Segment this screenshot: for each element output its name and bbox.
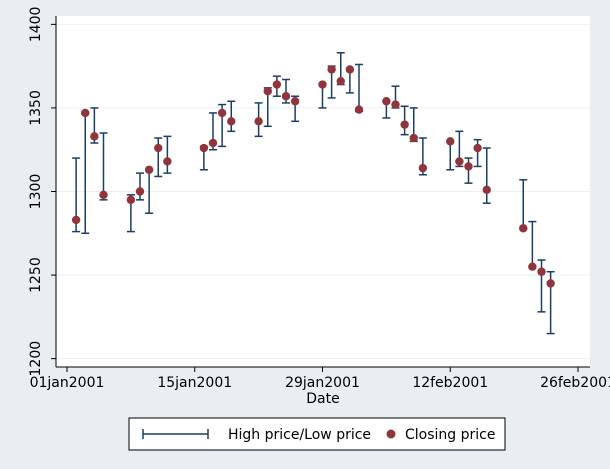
closing-point [208,138,218,148]
x-tick-label: 01jan2001 [30,375,105,391]
closing-point [163,157,172,166]
closing-point [71,215,81,225]
closing-point [473,143,482,153]
legend-label-range: High price/Low price [228,427,371,443]
range-cap [99,132,108,201]
axes: 1200 1250 1300 1350 1400 01jan2001 15jan2001 29… [28,7,610,391]
closing-point [482,185,491,195]
closing-point [537,267,546,276]
closing-point [464,162,473,171]
closing-point [263,87,272,96]
y-tick-label: 1400 [28,7,44,43]
y-tick-label: 1350 [28,90,44,126]
closing-point [418,163,428,173]
closing-point [99,190,108,200]
closing-point [90,132,99,141]
closing-point [528,262,537,271]
closing-point [199,143,209,153]
closing-point [409,133,418,143]
closing-point [281,92,291,101]
legend: High price/Low price Closing price [128,417,506,451]
closing-point [217,108,227,118]
x-tick-label: 15jan2001 [157,375,232,391]
x-axis-title: Date [306,391,339,407]
closing-point [382,97,391,106]
range-cap [163,135,172,174]
closing-point [81,108,90,118]
closing-point [345,65,355,74]
closing-point [391,100,400,109]
closing-point [400,120,409,129]
grid-lines [56,23,590,360]
legend-label-close: Closing price [405,427,495,443]
closing-point [455,157,464,166]
closing-point [227,117,236,126]
legend-range-symbol [142,429,209,439]
legend-close-symbol [386,429,396,439]
closing-point [126,195,136,205]
closing-point [135,187,145,196]
y-tick-label: 1250 [28,257,44,293]
x-tick-label: 29jan2001 [285,375,360,391]
closing-point [318,80,327,89]
x-tick-label: 12feb2001 [412,375,488,391]
closing-point [519,224,528,233]
closing-point [272,80,282,89]
range-cap [227,100,236,133]
closing-points [71,65,555,288]
closing-point [446,137,455,146]
closing-point [546,279,555,288]
closing-point [254,117,263,126]
y-tick-label: 1200 [28,341,44,377]
closing-point [154,143,163,153]
closing-point [144,165,154,174]
closing-point [327,65,336,74]
closing-point [290,97,300,106]
closing-point [354,105,364,114]
x-tick-label: 26feb2001 [540,375,610,391]
closing-point [336,76,345,86]
y-tick-label: 1300 [28,174,44,210]
